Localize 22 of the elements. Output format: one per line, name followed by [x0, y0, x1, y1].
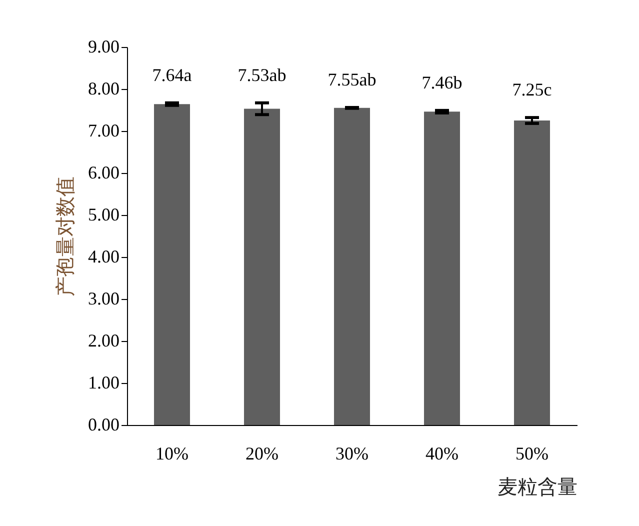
x-tick-label: 50%	[516, 444, 548, 464]
x-tick-label: 10%	[156, 444, 188, 464]
x-tick-label: 40%	[426, 444, 458, 464]
y-tick-label: 2.00	[88, 330, 120, 350]
data-label: 7.64a	[152, 64, 192, 85]
y-tick-label: 9.00	[88, 36, 120, 56]
data-label: 7.53ab	[238, 64, 286, 85]
y-tick-label: 1.00	[88, 372, 120, 392]
data-label: 7.25c	[512, 80, 552, 100]
x-tick-label: 30%	[336, 444, 368, 464]
x-tick-label: 20%	[246, 444, 278, 464]
data-label: 7.46b	[422, 72, 462, 92]
x-axis-title: 麦粒含量	[498, 476, 578, 498]
data-label: 7.55ab	[328, 69, 376, 90]
y-tick-label: 7.00	[88, 120, 120, 140]
y-axis-title: 产孢量对数值	[55, 176, 77, 296]
y-tick-label: 3.00	[88, 288, 120, 308]
y-tick-label: 6.00	[88, 162, 120, 182]
y-tick-label: 4.00	[88, 246, 120, 266]
y-tick-label: 0.00	[88, 414, 120, 434]
y-tick-label: 5.00	[88, 204, 120, 224]
y-tick-label: 8.00	[88, 78, 120, 98]
